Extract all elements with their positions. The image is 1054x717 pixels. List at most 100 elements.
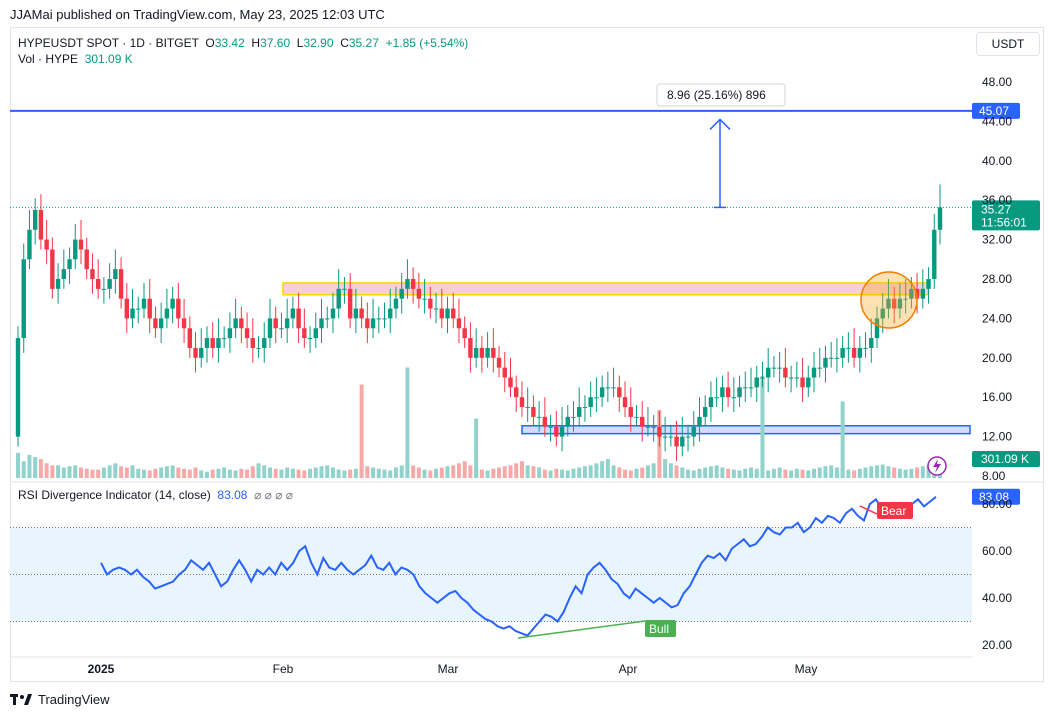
volume-bar	[588, 465, 593, 478]
volume-bar	[319, 466, 324, 478]
volume-bar	[846, 469, 851, 478]
volume-bar	[233, 470, 238, 478]
volume-bar	[141, 469, 146, 478]
volume-bar	[330, 467, 335, 478]
volume-bar	[537, 467, 542, 478]
candle-body	[325, 318, 330, 320]
rsi-legend[interactable]: RSI Divergence Indicator (14, close) 83.…	[18, 488, 293, 502]
volume-bar	[164, 466, 169, 478]
volume-bar	[422, 469, 427, 478]
volume-bar	[210, 469, 215, 478]
candle-body	[806, 377, 811, 388]
volume-legend[interactable]: Vol · HYPE 301.09 K	[18, 52, 133, 66]
candle-body	[536, 416, 542, 418]
candle-body	[67, 259, 72, 270]
candle-body	[811, 367, 817, 378]
price-axis-tick: 32.00	[982, 233, 1012, 247]
volume-bar	[674, 465, 679, 478]
candle-body	[147, 298, 152, 319]
volume-bar	[136, 468, 141, 478]
bull-divergence-line	[517, 620, 646, 639]
candle-body	[124, 298, 130, 319]
price-axis-tick: 40.00	[982, 154, 1012, 168]
countdown-label: 11:56:01	[981, 215, 1027, 229]
candle-body	[210, 338, 215, 348]
volume-bar	[302, 470, 307, 478]
volume-bar	[348, 469, 353, 478]
candle-body	[313, 328, 318, 339]
volume-bar	[812, 468, 817, 478]
volume-bar	[474, 418, 479, 478]
candle-body	[376, 318, 381, 320]
volume-bar	[897, 468, 902, 478]
candle-body	[880, 308, 885, 319]
candle-body	[823, 357, 828, 368]
candle-body	[61, 269, 67, 279]
price-axis-tick: 16.00	[982, 390, 1012, 404]
volume-bar	[56, 465, 61, 478]
volume-bar	[554, 468, 559, 478]
volume-bar	[886, 466, 891, 478]
volume-bar	[290, 468, 295, 478]
rsi-plot-toggles[interactable]: ⌀ ⌀ ⌀ ⌀	[254, 488, 294, 502]
high-value: 37.60	[260, 36, 291, 50]
last-price-label: 35.27	[981, 202, 1011, 216]
candle-body	[456, 318, 462, 329]
volume-bar	[720, 467, 725, 478]
candle-body	[153, 318, 158, 329]
volume-bar	[456, 463, 461, 478]
candle-body	[118, 269, 124, 299]
volume-bar	[875, 465, 880, 478]
candle-body	[937, 207, 943, 230]
volume-bar	[250, 466, 255, 478]
volume-bar	[531, 466, 536, 478]
candle-body	[273, 318, 278, 329]
currency-button[interactable]: USDT	[976, 32, 1040, 56]
candle-body	[439, 308, 444, 319]
candle-body	[101, 288, 107, 290]
volume-bar	[428, 470, 433, 478]
volume-bar	[411, 465, 416, 478]
volume-bar	[342, 470, 347, 478]
volume-bar	[920, 466, 925, 478]
volume-bar	[783, 469, 788, 478]
symbol-legend[interactable]: HYPEUSDT SPOT · 1D · BITGET O33.42 H37.6…	[18, 36, 468, 50]
candle-body	[359, 308, 364, 319]
rsi-name: RSI Divergence Indicator (14, close)	[18, 488, 211, 502]
volume-bar	[926, 465, 931, 478]
candle-body	[307, 338, 313, 340]
candle-body	[565, 416, 570, 427]
candle-body	[594, 397, 599, 399]
volume-bar	[119, 466, 124, 478]
volume-bar	[439, 467, 444, 478]
candle-body	[508, 377, 513, 388]
candle-body	[737, 387, 742, 398]
volume-bar	[38, 459, 43, 478]
candle-body	[571, 416, 576, 418]
candle-body	[559, 426, 565, 437]
volume-bar	[434, 468, 439, 478]
volume-bar	[903, 469, 908, 478]
volume-bar	[623, 469, 628, 478]
candle-body	[903, 298, 908, 300]
candle-body	[90, 269, 95, 279]
bull-label-box	[645, 620, 676, 637]
time-axis-tick: Mar	[438, 662, 459, 676]
tradingview-footer[interactable]: TradingView	[10, 692, 110, 707]
candle-body	[393, 298, 399, 309]
change-value: +1.85 (+5.54%)	[385, 36, 469, 50]
candle-body	[181, 318, 187, 329]
volume-bar	[686, 469, 691, 478]
rsi-value-tag	[972, 488, 1020, 505]
candle-body	[279, 328, 284, 330]
volume-bar	[909, 468, 914, 478]
volume-bar	[187, 469, 192, 478]
volume-bar	[691, 470, 696, 478]
candle-body	[485, 347, 490, 358]
rsi-axis-tick: 40.00	[982, 591, 1012, 605]
close-value: 35.27	[348, 36, 379, 50]
volume-bar	[829, 465, 834, 478]
candle-body	[388, 308, 393, 319]
price-axis-tick: 24.00	[982, 311, 1012, 325]
